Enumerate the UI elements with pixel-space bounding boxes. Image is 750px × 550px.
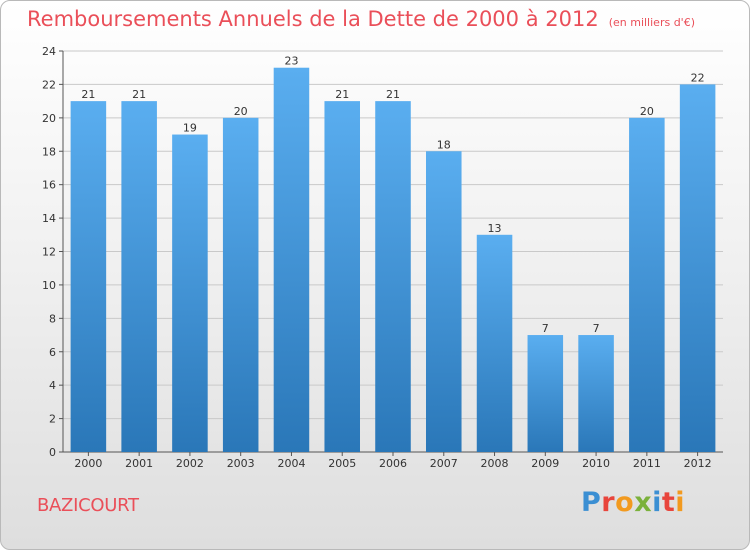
chart-title-text: Remboursements Annuels de la Dette de 20… — [27, 7, 599, 31]
bar-value-label: 7 — [593, 322, 600, 335]
y-tick-label: 18 — [42, 145, 56, 158]
y-tick-label: 4 — [49, 379, 56, 392]
x-tick-label: 2005 — [328, 457, 356, 470]
bar — [426, 151, 462, 452]
bar-value-label: 13 — [488, 222, 502, 235]
bars — [70, 67, 716, 453]
bar — [273, 67, 310, 452]
bar-value-label: 21 — [81, 88, 95, 101]
y-tick-label: 22 — [42, 78, 56, 91]
bar — [324, 101, 360, 452]
x-tick-label: 2006 — [379, 457, 407, 470]
commune-name: BAZICOURT — [37, 495, 139, 516]
y-tick-label: 6 — [49, 346, 56, 359]
proxiti-logo: Proxiti — [581, 487, 685, 518]
bar — [578, 335, 614, 452]
data-labels: 21 21 19 20 23 21 21 18 13 7 7 20 22 — [81, 55, 704, 335]
bar — [70, 101, 107, 452]
logo-letter: x — [634, 487, 653, 518]
y-tick-label: 0 — [49, 446, 56, 459]
bar — [375, 101, 411, 452]
bar-value-label: 20 — [640, 105, 654, 118]
bar — [121, 101, 157, 452]
x-tick-label: 2011 — [633, 457, 661, 470]
y-tick-label: 20 — [42, 112, 56, 125]
x-tick-label: 2004 — [277, 457, 305, 470]
y-tick-label: 24 — [42, 45, 56, 58]
logo-letter: o — [615, 487, 635, 518]
bar — [172, 134, 208, 452]
x-tick-label: 2007 — [430, 457, 458, 470]
x-tick-label: 2008 — [481, 457, 509, 470]
logo-letter: P — [581, 487, 602, 518]
y-tick-label: 14 — [42, 212, 56, 225]
bar — [222, 117, 259, 452]
chart-subtitle: (en milliers d'€) — [608, 16, 695, 29]
x-tick-label: 2000 — [74, 457, 102, 470]
logo-letter: i — [652, 487, 662, 518]
x-tick-label: 2003 — [227, 457, 255, 470]
x-tick-label: 2009 — [531, 457, 559, 470]
x-tick-label: 2002 — [176, 457, 204, 470]
bar-value-label: 22 — [691, 71, 705, 84]
bar-value-label: 21 — [386, 88, 400, 101]
bar-value-label: 23 — [284, 55, 298, 68]
y-tick-label: 12 — [42, 246, 56, 259]
logo-letter: t — [661, 487, 676, 518]
logo-letter: r — [601, 487, 616, 518]
bar — [527, 335, 564, 452]
bar-value-label: 18 — [437, 138, 451, 151]
bar — [476, 234, 513, 452]
y-tick-label: 8 — [49, 312, 56, 325]
x-tick-label: 2001 — [125, 457, 153, 470]
bar-value-label: 7 — [542, 322, 549, 335]
chart-title: Remboursements Annuels de la Dette de 20… — [27, 7, 695, 31]
logo-letter: i — [675, 487, 686, 518]
y-tick-label: 16 — [42, 179, 56, 192]
y-tick-label: 10 — [42, 279, 56, 292]
bar — [679, 84, 716, 453]
y-tick-label: 2 — [49, 413, 56, 426]
bar-value-label: 20 — [234, 105, 248, 118]
bar-value-label: 21 — [132, 88, 146, 101]
bar-value-label: 21 — [335, 88, 349, 101]
x-tick-label: 2010 — [582, 457, 610, 470]
x-tick-label: 2012 — [684, 457, 712, 470]
bar-value-label: 19 — [183, 122, 197, 135]
bar — [629, 117, 665, 452]
